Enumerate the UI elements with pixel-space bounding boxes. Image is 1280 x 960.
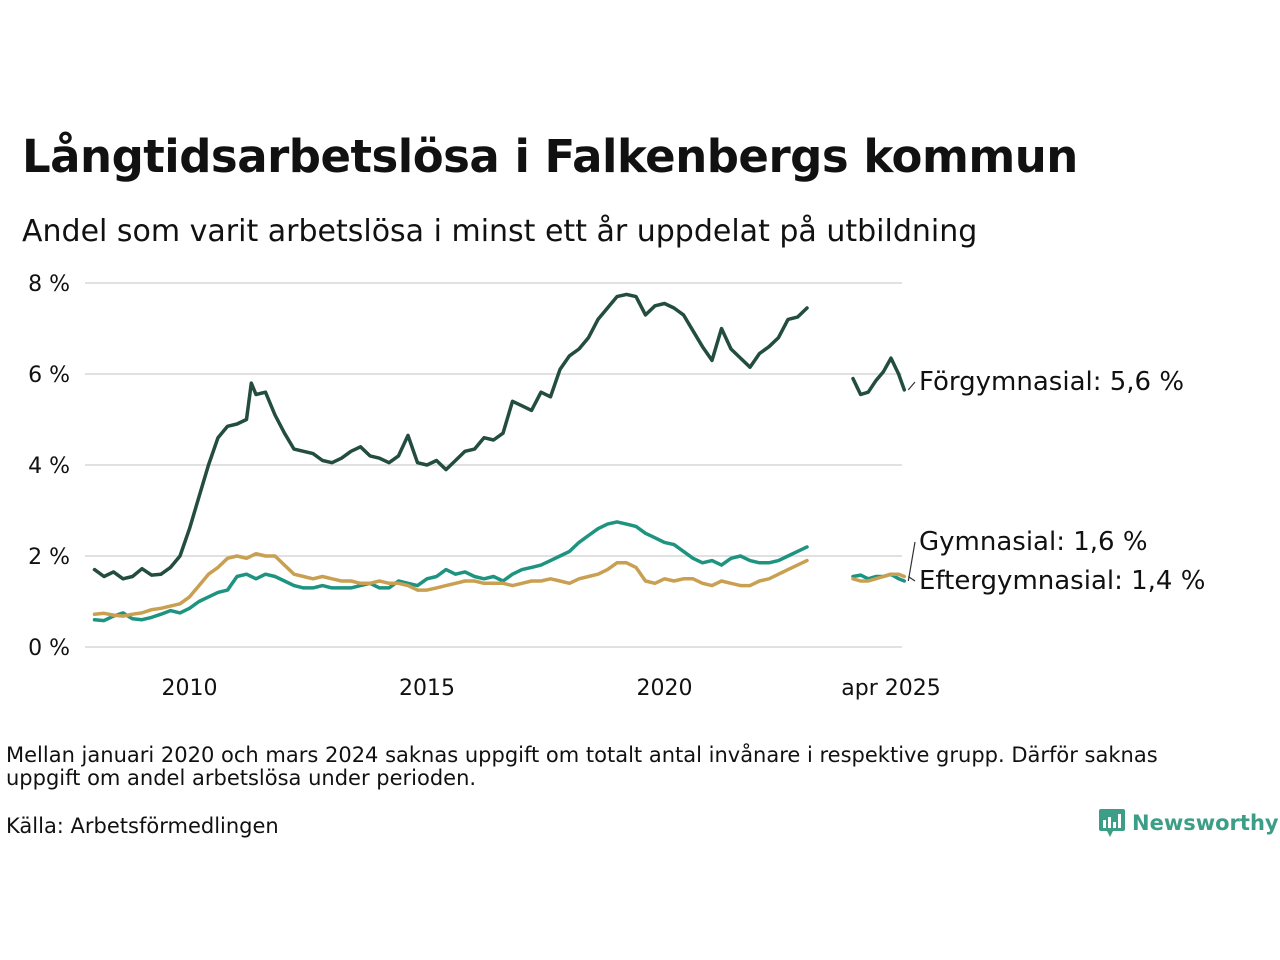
label-leader-line: [907, 575, 916, 582]
y-tick-label: 0 %: [28, 636, 70, 661]
series-line: [92, 551, 809, 618]
label-leader-line: [907, 381, 916, 391]
chart-subtitle: Andel som varit arbetslösa i minst ett å…: [22, 214, 978, 249]
x-axis-ticks: 2010 2015 2020 apr 2025: [162, 676, 941, 701]
series-line: [851, 356, 907, 397]
x-tick-label: 2015: [399, 676, 455, 701]
series-line: [92, 292, 809, 581]
brand-name: Newsworthy: [1132, 811, 1279, 835]
y-tick-label: 6 %: [28, 363, 70, 388]
chart-note: Mellan januari 2020 och mars 2024 saknas…: [6, 743, 1158, 790]
x-tick-label: 2020: [637, 676, 693, 701]
y-axis-ticks: 0 % 2 % 4 % 6 % 8 %: [28, 272, 70, 661]
y-tick-label: 4 %: [28, 454, 70, 479]
series-lines: [92, 292, 907, 623]
gridlines: [85, 282, 902, 648]
series-end-label: Eftergymnasial: 1,4 %: [919, 566, 1205, 596]
series-end-label: Gymnasial: 1,6 %: [919, 527, 1148, 557]
y-tick-label: 8 %: [28, 272, 70, 297]
source-credit: Källa: Arbetsförmedlingen: [6, 814, 279, 838]
x-tick-label: 2010: [162, 676, 218, 701]
y-tick-label: 2 %: [28, 545, 70, 570]
series-line: [851, 572, 907, 583]
label-leader-line: [907, 541, 916, 582]
line-chart: 0 % 2 % 4 % 6 % 8 % 2010 2015 2020 apr 2025 För…: [28, 272, 1205, 701]
series-line: [92, 520, 809, 623]
newsworthy-logo[interactable]: Newsworthy: [1098, 808, 1279, 838]
end-labels: Förgymnasial: 5,6 % Gymnasial: 1,6 % Efter…: [907, 367, 1205, 596]
series-end-label: Förgymnasial: 5,6 %: [919, 367, 1184, 397]
x-tick-label: apr 2025: [841, 676, 940, 701]
newsworthy-logo-icon: [1099, 809, 1125, 837]
chart-title: Långtidsarbetslösa i Falkenbergs kommun: [22, 130, 1078, 183]
